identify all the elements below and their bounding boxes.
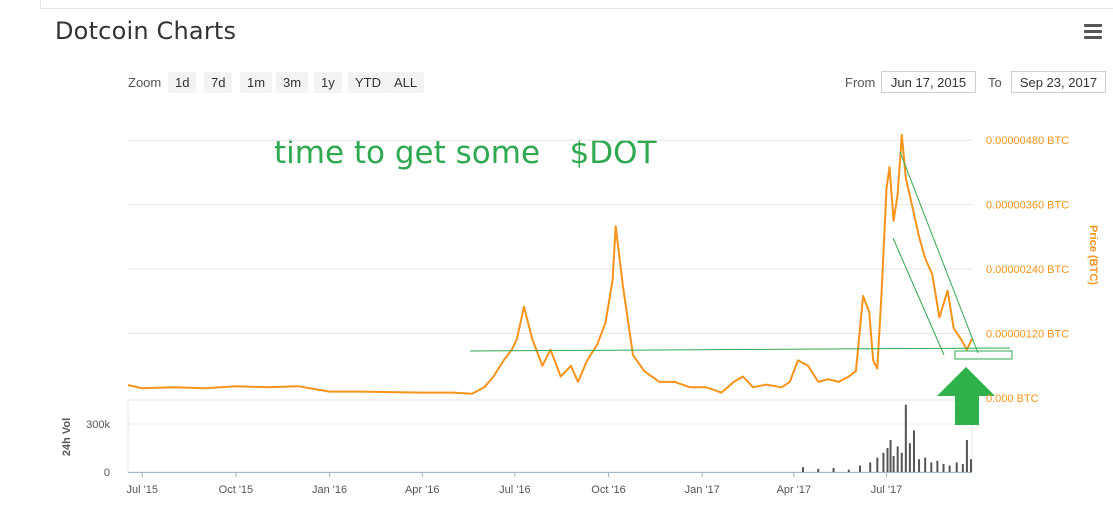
zoom-1m-button[interactable]: 1m (240, 72, 273, 93)
price-line (127, 133, 973, 395)
x-tick-label: Oct '16 (591, 484, 626, 496)
volume-bar (859, 465, 862, 472)
volume-bar (930, 462, 933, 472)
green-up-arrow-icon (937, 367, 995, 425)
volume-bar (832, 468, 835, 472)
volume-bar (882, 452, 885, 472)
y-tick-label: 0.00000240 BTC (986, 264, 1069, 276)
x-tick-label: Jul '17 (871, 484, 902, 496)
volume-axis-title: 24h Vol (61, 418, 73, 456)
volume-bar (817, 468, 820, 472)
x-tick-label: Apr '17 (777, 484, 812, 496)
highlight-box (954, 350, 1013, 360)
volume-bar (876, 457, 879, 472)
zoom-1y-button[interactable]: 1y (314, 72, 342, 93)
x-tick-label: Jan '17 (685, 484, 720, 496)
x-tick-label: Apr '16 (405, 484, 440, 496)
volume-bar (892, 456, 895, 472)
zoom-3m-button[interactable]: 3m (276, 72, 309, 93)
volume-bars (801, 404, 972, 472)
volume-bar (904, 404, 907, 472)
y-tick-label: 0.00000120 BTC (986, 329, 1069, 341)
volume-tick-label: 0 (104, 467, 110, 479)
to-date-input[interactable]: Sep 23, 2017 (1011, 71, 1106, 93)
to-label: To (988, 75, 1002, 90)
volume-bar (886, 448, 889, 472)
from-label: From (845, 75, 876, 90)
hamburger-menu-icon[interactable] (1084, 24, 1102, 39)
x-axis-labels: Jul '15 Oct '15 Jan '16 Apr '16 Jul '16 Oct '… (127, 472, 902, 496)
x-tick-label: Oct '15 (219, 484, 254, 496)
volume-bar (869, 462, 872, 472)
volume-bar (847, 469, 850, 472)
volume-panel-frame (127, 399, 973, 473)
volume-bar (889, 440, 892, 472)
volume-bar (918, 459, 921, 472)
volume-bar (965, 440, 968, 472)
volume-bar (955, 462, 958, 472)
annotation-overlays (469, 151, 1013, 425)
y-axis-labels: 0.00000480 BTC 0.00000360 BTC 0.00000240 B… (986, 135, 1069, 405)
page-title: Dotcoin Charts (55, 17, 237, 45)
y-tick-label: 0.000 BTC (986, 393, 1039, 405)
zoom-ytd-button[interactable]: YTD (348, 72, 388, 93)
volume-bar (801, 467, 804, 472)
zoom-label: Zoom (128, 75, 162, 90)
volume-bar (936, 460, 939, 472)
zoom-1d-button[interactable]: 1d (168, 72, 197, 93)
x-tick-label: Jul '16 (499, 484, 530, 496)
volume-bar (948, 465, 951, 472)
y-axis-title: Price (BTC) (1087, 225, 1099, 285)
volume-bar (912, 430, 915, 472)
annotation-text: time to get some $DOT (274, 135, 657, 171)
from-date-input[interactable]: Jun 17, 2015 (881, 71, 976, 93)
volume-bar (896, 446, 899, 472)
trend-line-lower (892, 237, 945, 356)
zoom-all-button[interactable]: ALL (387, 72, 425, 93)
y-tick-label: 0.00000360 BTC (986, 200, 1069, 212)
price-series (127, 133, 973, 395)
x-tick-label: Jan '16 (312, 484, 347, 496)
volume-bar (908, 443, 911, 472)
volume-panel (127, 399, 973, 473)
volume-bar (961, 464, 964, 472)
volume-bar (900, 452, 903, 472)
y-tick-label: 0.00000480 BTC (986, 135, 1069, 147)
support-line (469, 347, 1011, 352)
page-top-border (40, 0, 1113, 9)
x-tick-label: Jul '15 (127, 484, 158, 496)
grid-lines (128, 139, 972, 335)
trend-line-upper (899, 151, 979, 354)
volume-bar (942, 464, 945, 472)
volume-tick-label: 300k (86, 419, 110, 431)
volume-bar (969, 459, 972, 472)
volume-axis-labels: 300k 0 (86, 419, 110, 479)
volume-bar (924, 457, 927, 472)
zoom-7d-button[interactable]: 7d (204, 72, 233, 93)
